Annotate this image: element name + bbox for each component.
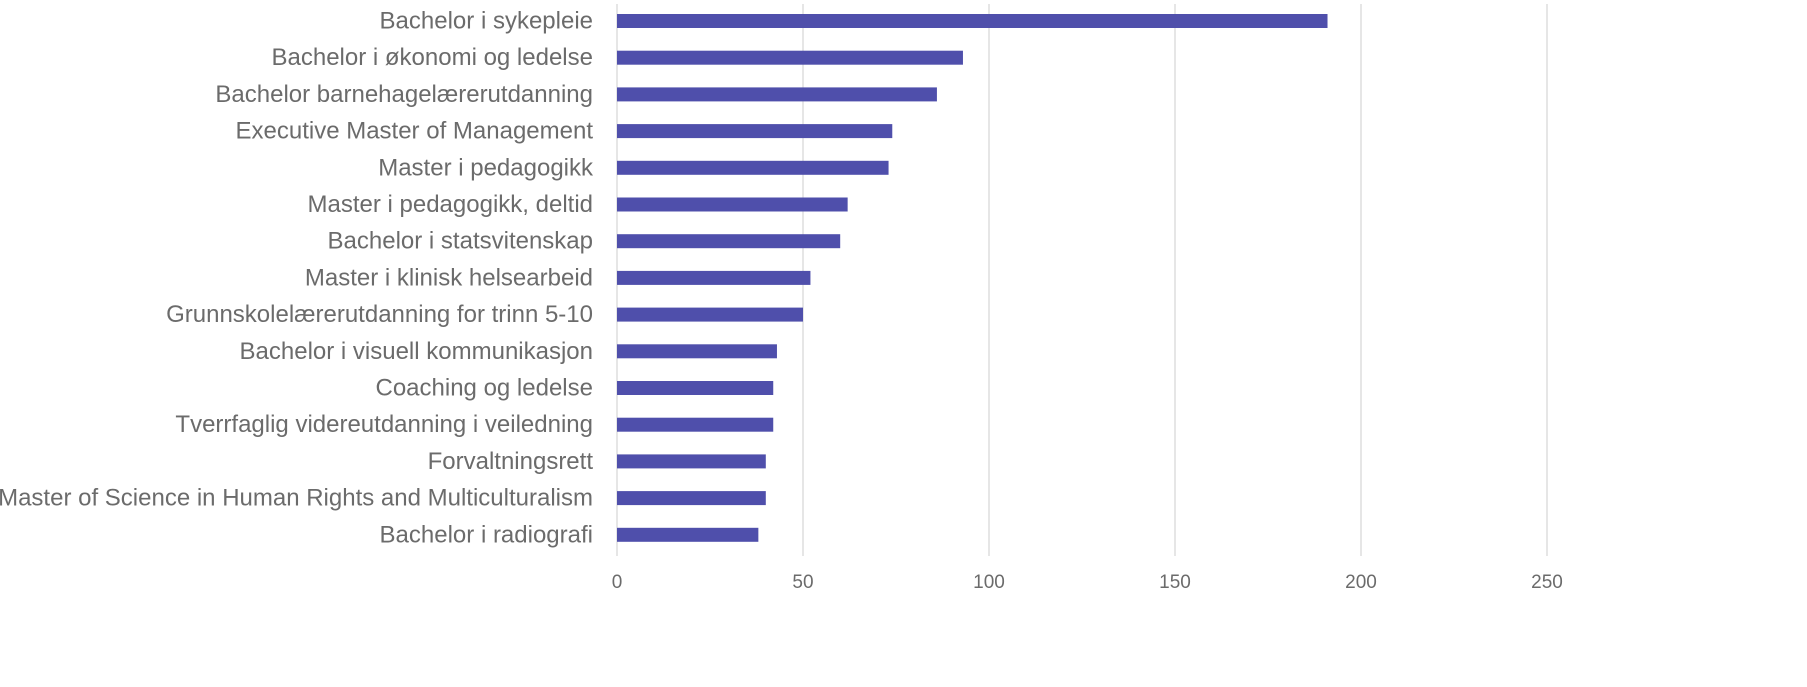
bar bbox=[617, 527, 759, 542]
category-label: Coaching og ledelse bbox=[376, 375, 594, 402]
x-tick-label: 100 bbox=[973, 572, 1005, 593]
category-label: Forvaltningsrett bbox=[428, 448, 594, 475]
bar bbox=[617, 417, 774, 432]
x-tick-label: 200 bbox=[1345, 572, 1377, 593]
bar bbox=[617, 234, 841, 249]
x-tick-label: 50 bbox=[792, 572, 813, 593]
x-axis-tick-labels: 0 50 100 150 200 250 bbox=[612, 572, 1563, 593]
category-label: Bachelor i økonomi og ledelse bbox=[271, 44, 593, 71]
category-labels: Bachelor i sykepleie Bachelor i økonomi o… bbox=[0, 8, 594, 549]
category-label: Bachelor i radiografi bbox=[380, 521, 593, 548]
category-label: Bachelor i statsvitenskap bbox=[328, 228, 593, 255]
bar bbox=[617, 270, 811, 285]
bar bbox=[617, 197, 848, 212]
x-tick-label: 0 bbox=[612, 572, 623, 593]
bar bbox=[617, 381, 774, 395]
category-label: Master i klinisk helsearbeid bbox=[305, 264, 593, 291]
bars bbox=[617, 14, 1328, 542]
x-tick-label: 250 bbox=[1531, 572, 1563, 593]
category-label: Bachelor barnehagelærerutdanning bbox=[215, 81, 593, 108]
category-label: Bachelor i sykepleie bbox=[380, 8, 593, 35]
bar bbox=[617, 454, 766, 469]
category-label: Bachelor i visuell kommunikasjon bbox=[240, 338, 593, 365]
category-label: Master i pedagogikk, deltid bbox=[308, 191, 594, 218]
bar bbox=[617, 307, 803, 322]
category-label: Tverrfaglig videreutdanning i veiledning bbox=[175, 411, 593, 438]
bar bbox=[617, 160, 889, 175]
category-label: Master of Science in Human Rights and Mu… bbox=[0, 485, 593, 512]
bar bbox=[617, 124, 893, 139]
x-tick-label: 150 bbox=[1159, 572, 1191, 593]
bar bbox=[617, 491, 766, 506]
category-label: Grunnskolelærerutdanning for trinn 5-10 bbox=[166, 301, 593, 328]
bar bbox=[617, 14, 1328, 28]
category-label: Executive Master of Management bbox=[235, 118, 593, 145]
bar bbox=[617, 87, 937, 102]
bar bbox=[617, 50, 963, 65]
category-label: Master i pedagogikk bbox=[378, 154, 594, 181]
bar bbox=[617, 344, 777, 359]
